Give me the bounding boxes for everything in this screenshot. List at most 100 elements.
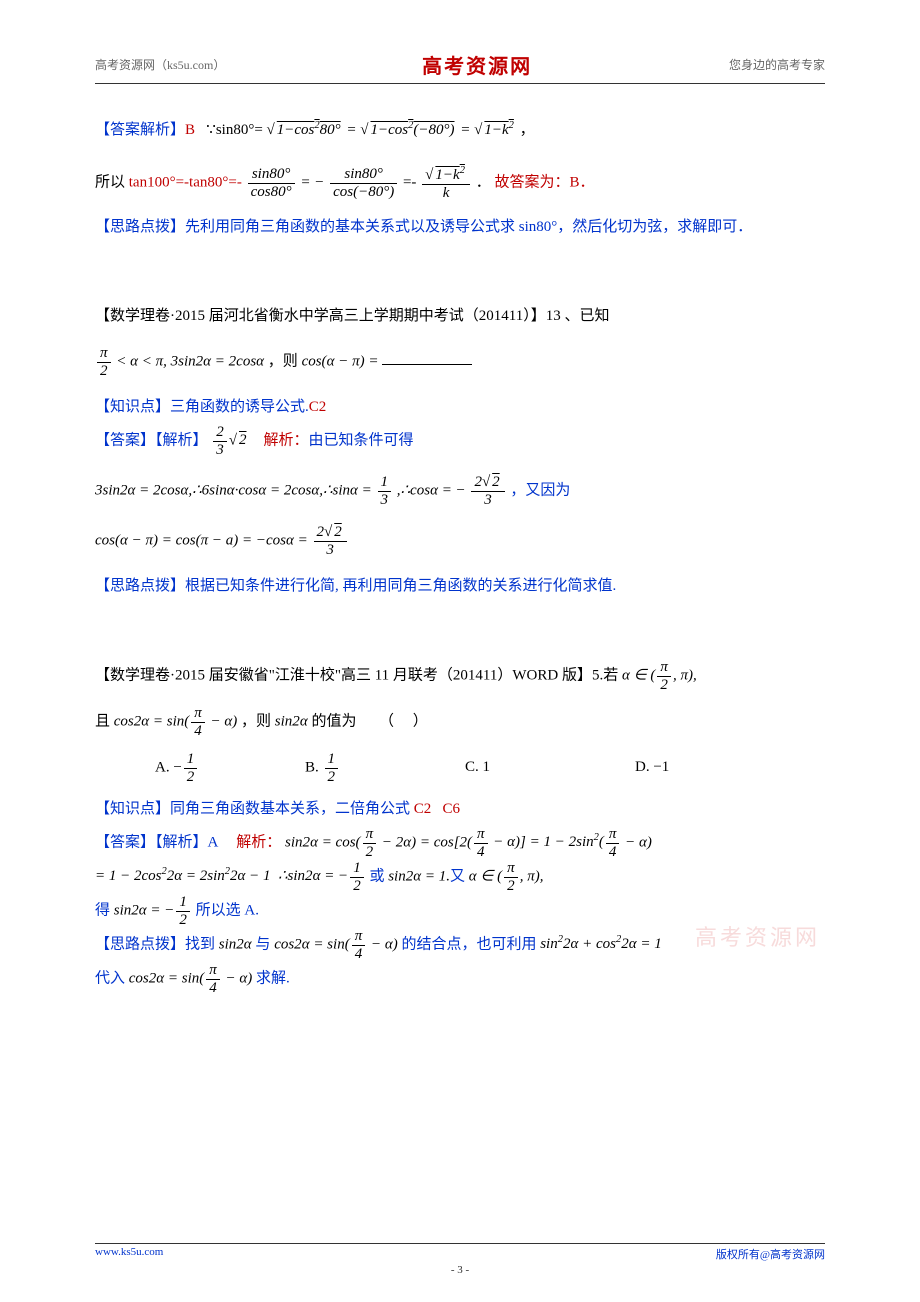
q3-hint-d: 代入 — [95, 970, 125, 986]
answer-line-2: 所以 tan100°=-tan80°=- sin80°cos80° = − si… — [95, 165, 825, 201]
q3-know-tag2: C6 — [431, 801, 460, 817]
q3-cond1: α ∈ ( — [622, 667, 655, 683]
eq1: = — [346, 122, 360, 138]
tail1: 故答案为：B． — [494, 174, 594, 190]
q2-hint-text: 根据已知条件进行化简, 再利用同角三角函数的关系进行化简求值. — [185, 578, 616, 594]
text-1: ∵sin80°= — [199, 122, 263, 138]
q3-d2b: sin2α = 1. — [388, 868, 450, 884]
ans2-note-tail: 由已知条件可得 — [309, 432, 414, 448]
option-d: D. −1 — [635, 751, 669, 785]
q3-d1c: − α)] = 1 − 2sin2( — [490, 834, 604, 850]
q3-d2or: 或 — [369, 868, 388, 884]
header-left: 高考资源网（ks5u.com） — [95, 56, 225, 73]
q2-blank — [382, 350, 472, 365]
spacer-1 — [95, 260, 825, 288]
q3-hint2: 代入 cos2α = sin(π4 − α) 求解. — [95, 962, 825, 996]
q3-hf1: sin2α — [219, 936, 252, 952]
q2-then: ，则 — [268, 353, 298, 369]
q3-ask: sin2α — [275, 713, 308, 729]
hint-text: 先利用同角三角函数的基本关系式以及诱导公式求 sin80°，然后化切为弦，求解即… — [185, 219, 752, 235]
q2-d1-f2: 2√23 — [471, 474, 504, 508]
content-body: 【答案解析】B ∵sin80°= √1−cos280° = √1−cos2(−8… — [95, 114, 825, 996]
q2-d2-formula: cos(α − π) = cos(π − a) = −cosα = — [95, 532, 312, 548]
q3-pi4a: π4 — [191, 705, 205, 739]
q3-label-ans: 【答案】【解析】 — [95, 834, 208, 850]
q3-ans-note: 解析： — [221, 834, 281, 850]
q3-d2f: 12 — [350, 860, 364, 894]
q3-d2again: 又 — [450, 868, 465, 884]
spacer-2 — [95, 619, 825, 647]
q3-know-tag1: C2 — [414, 801, 432, 817]
comma1: ， — [520, 122, 535, 138]
q3-pi4c: π4 — [606, 826, 620, 860]
label-hint: 【思路点拨】 — [95, 219, 185, 235]
q3-answer: 【答案】【解析】A 解析： sin2α = cos(π2 − 2α) = cos… — [95, 826, 825, 860]
footer-right: 版权所有@高考资源网 — [716, 1246, 825, 1262]
option-b: B. 12 — [305, 751, 465, 785]
q3-know: 【知识点】同角三角函数基本关系，二倍角公式 C2 C6 — [95, 793, 825, 826]
q3-hf2b: − α) — [367, 936, 398, 952]
header-title: 高考资源网 — [422, 50, 532, 79]
q2-title: 【数学理卷·2015 届河北省衡水中学高三上学期期中考试（201411）】13 … — [95, 300, 825, 333]
answer-line-1: 【答案解析】B ∵sin80°= √1−cos280° = √1−cos2(−8… — [95, 114, 825, 147]
q3-prefix: 【数学理卷·2015 届安徽省"江淮十校"高三 11 月联考（201411）WO… — [95, 667, 592, 683]
q3-pi2c: π2 — [504, 860, 518, 894]
label-answer: 【答案解析】 — [95, 122, 185, 138]
footer-left: www.ks5u.com — [95, 1246, 163, 1262]
section-2: 【数学理卷·2015 届河北省衡水中学高三上学期期中考试（201411）】13 … — [95, 300, 825, 603]
answer-letter: B — [185, 122, 195, 138]
q2-label-hint: 【思路点拨】 — [95, 578, 185, 594]
q3-d2a: = 1 − 2cos22α = 2sin22α − 1 ∴sin2α = − — [95, 868, 348, 884]
q3-hf3: sin22α + cos22α = 1 — [540, 936, 662, 952]
document-page: 高考资源网（ks5u.com） 高考资源网 您身边的高考专家 【答案解析】B ∵… — [0, 0, 920, 1302]
q3-d3-suffix: 所以选 A. — [196, 902, 259, 918]
know-text-2: 三角函数的诱导公式. — [170, 399, 309, 415]
formula-1c: √1−k2 — [474, 122, 516, 138]
q3-and: 且 — [95, 713, 110, 729]
q3-hpi4b: π4 — [206, 962, 220, 996]
q3-pi2b: π2 — [363, 826, 377, 860]
eq2: = — [460, 122, 474, 138]
q3-d2d: , π), — [520, 868, 544, 884]
q3-then: ，则 — [241, 713, 271, 729]
q3-hf4: cos2α = sin( — [129, 970, 205, 986]
q3-label-know: 【知识点】 — [95, 801, 170, 817]
q2-deriv2: cos(α − π) = cos(π − a) = −cosα = 2√23 — [95, 524, 825, 558]
q3-d3-prefix: 得 — [95, 902, 110, 918]
frac1: sin80°cos80° — [248, 166, 295, 200]
header-right: 您身边的高考专家 — [729, 56, 825, 73]
q2-num: 13 、已知 — [546, 308, 610, 324]
q2-answer: 【答案】【解析】 23√2 解析：由已知条件可得 — [95, 424, 825, 458]
option-a: A. −12 — [155, 751, 305, 785]
page-footer: www.ks5u.com 版权所有@高考资源网 — [95, 1243, 825, 1262]
q2-d2-f: 2√23 — [314, 524, 347, 558]
q3-d3a: sin2α = − — [114, 902, 175, 918]
q3-cond2: cos2α = sin( — [114, 713, 190, 729]
formula-1b: √1−cos2(−80°) — [360, 122, 456, 138]
frac2: sin80°cos(−80°) — [330, 166, 397, 200]
q2-d1-c: ,∴cosα = − — [397, 482, 466, 498]
eq3: = − — [300, 174, 324, 190]
frac3: √1−k2k — [422, 165, 470, 201]
q3-d1b: − 2α) = cos[2( — [378, 834, 472, 850]
q3-hint-c: 的结合点，也可利用 — [401, 936, 536, 952]
q2-pi2: π2 — [97, 345, 111, 379]
q2-hint: 【思路点拨】根据已知条件进行化简, 再利用同角三角函数的关系进行化简求值. — [95, 570, 825, 603]
q2-d1-formula: 3sin2α = 2cosα,∴6sinα·cosα = 2cosα,∴sinα… — [95, 482, 376, 498]
ans2-frac: 23 — [213, 424, 227, 458]
q3-label-hint: 【思路点拨】 — [95, 936, 185, 952]
q3-ans-letter: A — [208, 834, 218, 850]
q3-pi2a: π2 — [657, 659, 671, 693]
q3-cond1b: , π), — [673, 667, 697, 683]
q2-cond: π2 < α < π, 3sin2α = 2cosα ，则 cos(α − π)… — [95, 345, 825, 379]
q3-options: A. −12 B. 12 C. 1 D. −1 — [155, 751, 825, 785]
ans2-sqrt: √2 — [229, 432, 249, 448]
label-ans-2: 【答案】【解析】 — [95, 432, 208, 448]
label-know-2: 【知识点】 — [95, 399, 170, 415]
eq4: =- — [403, 174, 416, 190]
q3-paren: （ ） — [360, 713, 428, 729]
q2-ineq: < α < π, 3sin2α = 2cosα — [116, 353, 264, 369]
q3-d3f: 12 — [176, 894, 190, 928]
q3-d1: sin2α = cos( — [285, 834, 361, 850]
page-number: - 3 - — [451, 1264, 469, 1276]
